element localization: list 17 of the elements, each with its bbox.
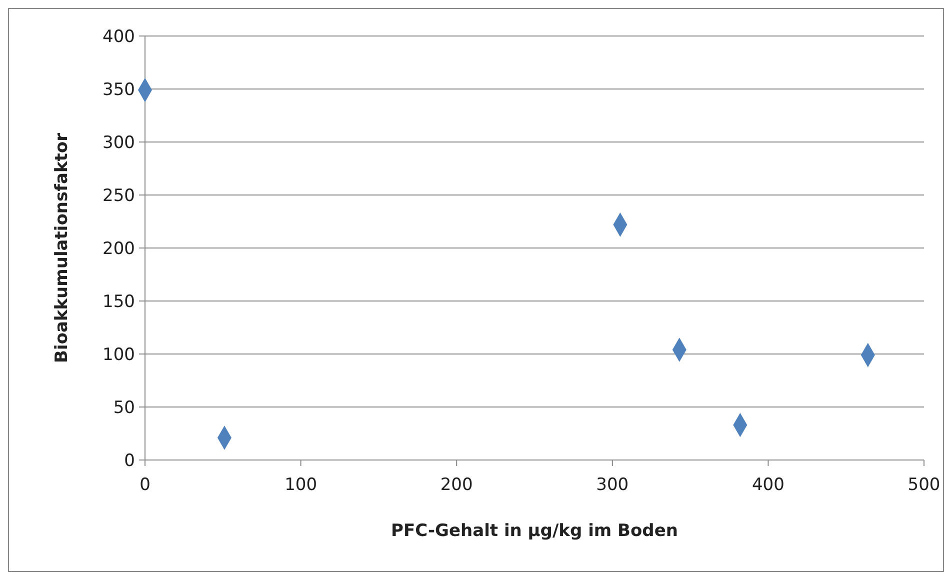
x-tick-label: 300: [596, 475, 629, 495]
x-tick-label: 100: [284, 475, 318, 495]
y-axis-title: Bioakkumulationsfaktor: [52, 132, 72, 363]
y-tick-label: 50: [113, 398, 135, 418]
y-tick-label: 150: [102, 292, 135, 312]
y-tick-label: 300: [102, 132, 135, 153]
y-tick-label: 0: [124, 450, 135, 471]
x-tick-label: 500: [908, 475, 940, 495]
y-tick-label: 400: [102, 26, 135, 47]
y-tick-label: 350: [102, 80, 135, 100]
y-tick-label: 200: [102, 238, 135, 259]
x-axis-title: PFC-Gehalt in µg/kg im Boden: [391, 521, 678, 541]
x-tick-label: 400: [752, 475, 784, 495]
x-tick-label: 0: [140, 475, 150, 495]
y-tick-label: 250: [102, 186, 135, 206]
y-tick-label: 100: [102, 344, 135, 365]
x-tick-label: 200: [440, 475, 473, 495]
